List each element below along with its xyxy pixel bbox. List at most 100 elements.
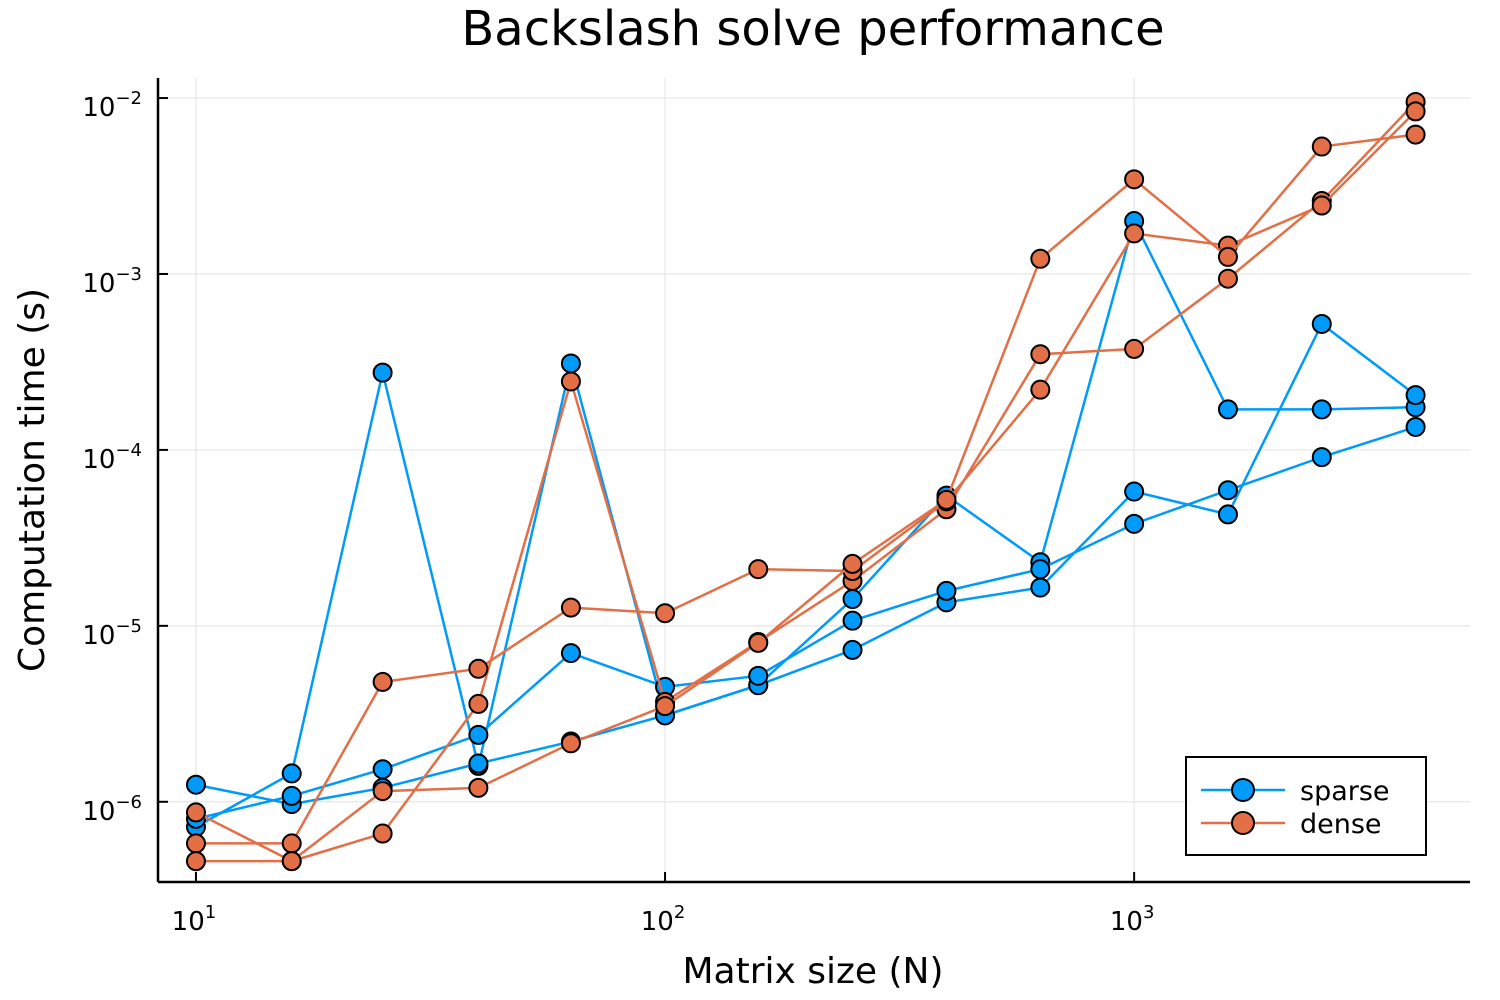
sparse-point [560, 643, 581, 664]
x-tick-label: 102 [641, 902, 686, 937]
legend-box [1185, 756, 1427, 856]
x-tick-label: 103 [1110, 902, 1155, 937]
dense-point [936, 489, 957, 510]
y-tick-label: 10−2 [82, 88, 142, 123]
dense-point [281, 833, 302, 854]
sparse-point [1311, 447, 1332, 468]
sparse-point [1405, 416, 1426, 437]
dense-point [655, 696, 676, 717]
y-tick-label-exponent: −4 [115, 440, 142, 461]
dense-point [372, 671, 393, 692]
dense-point [1124, 223, 1145, 244]
y-tick-label: 10−3 [82, 264, 142, 299]
dense-point [281, 851, 302, 872]
legend-label: dense [1300, 809, 1382, 840]
y-tick-label-exponent: −2 [115, 88, 142, 109]
dense-point [185, 851, 206, 872]
dense-point [560, 733, 581, 754]
dense-point [1311, 195, 1332, 216]
sparse-point [842, 589, 863, 610]
sparse-point [1311, 313, 1332, 334]
legend-label: sparse [1300, 776, 1390, 807]
dense-point [468, 693, 489, 714]
x-tick-label: 101 [172, 902, 217, 937]
x-tick-label-base: 10 [172, 907, 205, 937]
y-tick-label-exponent: −6 [115, 792, 142, 813]
x-tick-label-exponent: 1 [205, 902, 216, 923]
sparse-line [195, 322, 1417, 806]
dense-point [1124, 338, 1145, 359]
x-axis-label: Matrix size (N) [682, 951, 943, 992]
y-tick-label-base: 10 [82, 797, 115, 827]
dense-point [468, 658, 489, 679]
sparse-point [842, 610, 863, 631]
sparse-point [281, 763, 302, 784]
y-tick-label-base: 10 [82, 445, 115, 475]
sparse-point [560, 353, 581, 374]
dense-point [1124, 169, 1145, 190]
dense-point [1030, 248, 1051, 269]
dense-point [1030, 344, 1051, 365]
dense-point [1405, 124, 1426, 145]
sparse-point [1311, 399, 1332, 420]
dense-point [185, 833, 206, 854]
dense-point [560, 371, 581, 392]
dense-point [1311, 136, 1332, 157]
dense-series-6 [185, 124, 1426, 872]
y-tick-label-base: 10 [82, 269, 115, 299]
dense-point [748, 559, 769, 580]
x-tick-label-base: 10 [1110, 907, 1143, 937]
sparse-point [468, 724, 489, 745]
y-tick-label: 10−5 [82, 616, 142, 651]
legend-marker [1231, 811, 1255, 835]
sparse-point [1124, 481, 1145, 502]
sparse-point [1030, 577, 1051, 598]
dense-point [748, 632, 769, 653]
dense-point [185, 802, 206, 823]
x-tick-label-exponent: 3 [1143, 902, 1154, 923]
y-tick-label: 10−4 [82, 440, 142, 475]
x-tick-label-base: 10 [641, 907, 674, 937]
y-tick-label-base: 10 [82, 93, 115, 123]
series-layer [185, 91, 1426, 872]
dense-line [195, 133, 1416, 863]
dense-line [195, 101, 1417, 863]
sparse-point [1124, 513, 1145, 534]
sparse-point [1217, 399, 1238, 420]
sparse-point [372, 362, 393, 383]
sparse-point [842, 639, 863, 660]
dense-point [1217, 268, 1238, 289]
chart-title: Backslash solve performance [461, 1, 1164, 57]
sparse-point [468, 753, 489, 774]
dense-point [1030, 379, 1051, 400]
sparse-point [936, 580, 957, 601]
dense-point [468, 777, 489, 798]
sparse-point [748, 665, 769, 686]
plot-axes [156, 78, 1470, 884]
y-tick-label: 10−6 [82, 792, 142, 827]
sparse-line [195, 219, 1416, 828]
sparse-line [195, 425, 1416, 821]
sparse-point [1405, 385, 1426, 406]
y-tick-label-exponent: −5 [115, 616, 142, 637]
dense-point [655, 603, 676, 624]
dense-point [1217, 246, 1238, 267]
dense-point [560, 597, 581, 618]
dense-point [372, 781, 393, 802]
y-axis-label: Computation time (s) [12, 288, 53, 672]
sparse-point [1217, 504, 1238, 525]
x-tick-label-exponent: 2 [674, 902, 685, 923]
legend-entry-sparse: sparse [1201, 776, 1390, 807]
dense-point [1405, 101, 1426, 122]
y-tick-label-base: 10 [82, 621, 115, 651]
sparse-point [281, 785, 302, 806]
sparse-point [1217, 480, 1238, 501]
sparse-point [372, 759, 393, 780]
y-tick-label-exponent: −3 [115, 264, 142, 285]
dense-point [372, 823, 393, 844]
dense-point [842, 553, 863, 574]
sparse-point [185, 774, 206, 795]
